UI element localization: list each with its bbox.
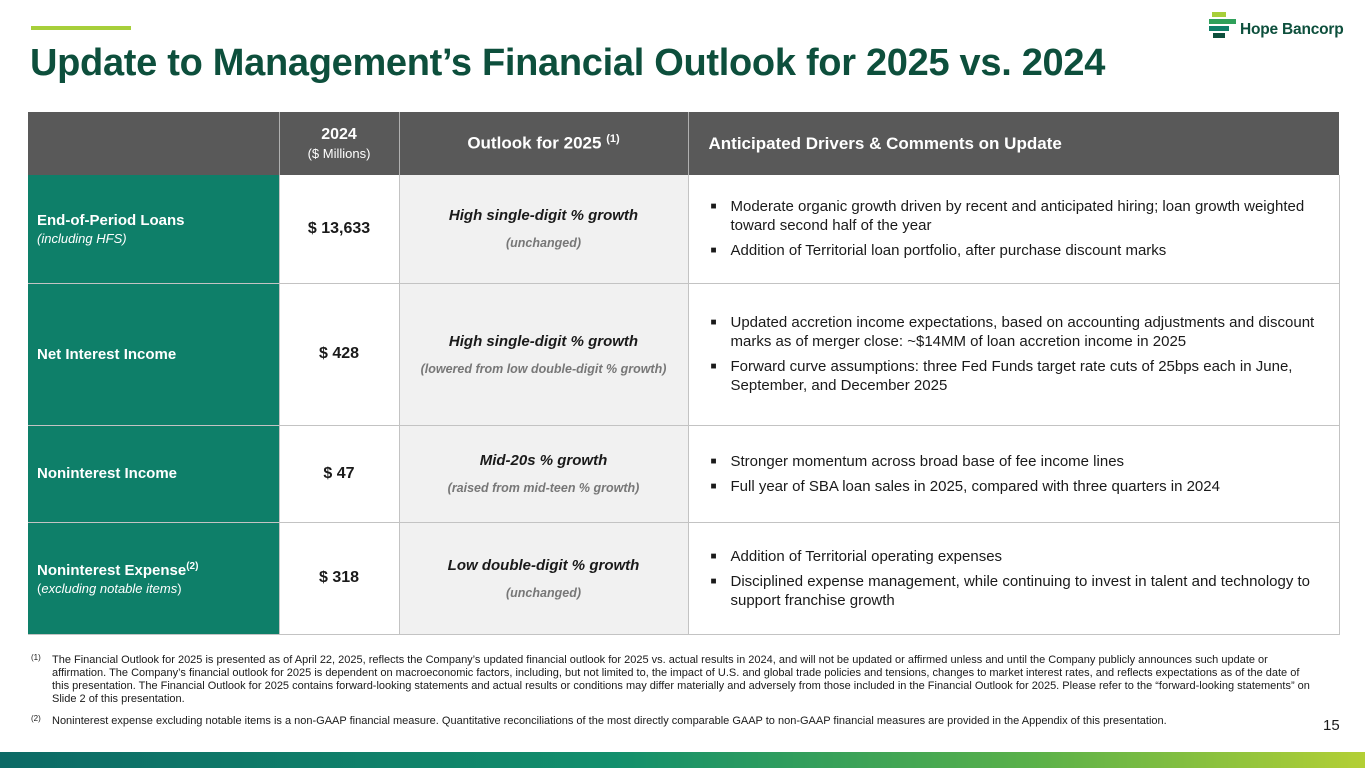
bullet-icon: ■ [710,455,717,467]
bullet-icon: ■ [710,480,717,492]
footnote-mark: (1) [31,653,41,662]
outlook-change: (unchanged) [506,236,581,251]
metric-sub-prefix: ( [37,580,42,596]
table-row: Noninterest Income $ 47 Mid-20s % growth… [28,425,1340,523]
comment-item: ■ Disciplined expense management, while c… [709,572,1319,610]
financial-outlook-table: 2024 ($ Millions) Outlook for 2025 (1) A… [28,112,1340,635]
outlook-change: (unchanged) [506,585,581,600]
footnote-2: (2) Noninterest expense excluding notabl… [31,714,1311,728]
comment-item: ■ Moderate organic growth driven by recen… [709,197,1319,235]
footnote-1: (1) The Financial Outlook for 2025 is pr… [31,653,1311,706]
comment-text: Moderate organic growth driven by recent… [730,198,1305,235]
header-outlook-footnote-ref: (1) [606,133,620,146]
metric-cell: Noninterest Expense(2) (excluding notabl… [28,522,280,635]
outlook-text: Low double-digit % growth [447,556,640,574]
comment-item: ■ Addition of Territorial operating expen… [709,547,1319,566]
header-year-unit: ($ Millions) [307,146,371,161]
comment-text: Disciplined expense management, while co… [730,572,1311,609]
metric-name-text: Noninterest Expense [37,561,187,579]
table-row: Net Interest Income $ 428 High single-di… [28,283,1340,426]
bullet-icon: ■ [710,245,717,257]
footnotes: (1) The Financial Outlook for 2025 is pr… [31,653,1311,728]
metric-name: Net Interest Income [37,345,177,363]
comments-cell: ■ Moderate organic growth driven by recen… [688,175,1340,284]
comment-text: Stronger momentum across broad base of f… [730,452,1125,470]
header-outlook-label: Outlook for 2025 [467,133,602,153]
table-row: End-of-Period Loans (including HFS) $ 13… [28,175,1340,284]
table-header-row: 2024 ($ Millions) Outlook for 2025 (1) A… [28,112,1339,175]
title-accent-line [31,26,131,30]
metric-cell: End-of-Period Loans (including HFS) [28,175,280,284]
metric-cell: Net Interest Income [28,283,280,426]
footnote-text: Noninterest expense excluding notable it… [52,715,1167,727]
comment-text: Updated accretion income expectations, b… [730,314,1315,350]
footnote-mark: (2) [31,714,41,723]
header-metric [28,112,280,175]
outlook-change: (lowered from low double-digit % growth) [420,361,667,376]
bottom-gradient-bar [0,752,1365,768]
value-2024: $ 428 [279,283,400,426]
comment-text: Full year of SBA loan sales in 2025, com… [730,477,1220,495]
outlook-cell: High single-digit % growth (lowered from… [399,283,689,426]
outlook-text: High single-digit % growth [448,207,639,225]
comments-list: ■ Moderate organic growth driven by recen… [709,197,1319,260]
metric-footnote-ref: (2) [186,560,199,572]
page-title: Update to Management’s Financial Outlook… [30,42,1106,84]
header-comments: Anticipated Drivers & Comments on Update [688,112,1339,175]
comment-item: ■ Full year of SBA loan sales in 2025, co… [709,477,1319,496]
outlook-cell: High single-digit % growth (unchanged) [399,175,689,284]
comments-cell: ■ Addition of Territorial operating expen… [688,522,1340,635]
metric-name: Noninterest Income [37,465,178,482]
comment-text: Addition of Territorial loan portfolio, … [730,242,1167,260]
outlook-cell: Low double-digit % growth (unchanged) [399,522,689,635]
bullet-icon: ■ [710,575,717,587]
metric-name: Noninterest Expense(2) [37,561,279,579]
comment-text: Addition of Territorial operating expens… [730,547,1003,565]
outlook-text: High single-digit % growth [448,332,639,350]
bullet-icon: ■ [710,361,717,372]
metric-cell: Noninterest Income [28,425,280,523]
page-number: 15 [1323,717,1340,734]
hope-bancorp-logo-icon [1209,12,1236,38]
comment-item: ■ Updated accretion income expectations, … [709,313,1319,351]
comment-item: ■ Addition of Territorial loan portfolio,… [709,241,1319,260]
metric-sub-suffix: ) [177,580,182,596]
comment-item: ■ Forward curve assumptions: three Fed Fu… [709,357,1319,395]
bullet-icon: ■ [710,201,717,213]
metric-sub-text: (including HFS) [37,230,127,246]
value-2024: $ 318 [279,522,400,635]
brand-name: Hope Bancorp [1240,21,1344,38]
outlook-cell: Mid-20s % growth (raised from mid-teen %… [399,425,689,523]
metric-sub-text: excluding notable items [41,580,178,596]
comments-cell: ■ Stronger momentum across broad base of … [688,425,1340,523]
table-row: Noninterest Expense(2) (excluding notabl… [28,522,1340,635]
metric-sub: (excluding notable items) [37,581,279,596]
footnote-text: The Financial Outlook for 2025 is presen… [52,654,1310,705]
metric-name: End-of-Period Loans [37,211,185,229]
comment-text: Forward curve assumptions: three Fed Fun… [730,358,1293,394]
bullet-icon: ■ [710,317,717,328]
value-2024: $ 13,633 [279,175,400,284]
header-outlook: Outlook for 2025 (1) [399,112,689,175]
hope-bancorp-logo: Hope Bancorp [1209,12,1349,42]
header-2024: 2024 ($ Millions) [279,112,400,175]
outlook-change: (raised from mid-teen % growth) [447,481,640,495]
comments-list: ■ Stronger momentum across broad base of … [709,452,1319,496]
comments-cell: ■ Updated accretion income expectations, … [688,283,1340,426]
header-year: 2024 [321,126,357,143]
comments-list: ■ Addition of Territorial operating expen… [709,547,1319,610]
comments-list: ■ Updated accretion income expectations, … [709,313,1319,395]
metric-sub: (including HFS) [37,231,279,246]
outlook-text: Mid-20s % growth [479,452,608,469]
comment-item: ■ Stronger momentum across broad base of … [709,452,1319,471]
value-2024: $ 47 [279,425,400,523]
bullet-icon: ■ [710,550,717,562]
